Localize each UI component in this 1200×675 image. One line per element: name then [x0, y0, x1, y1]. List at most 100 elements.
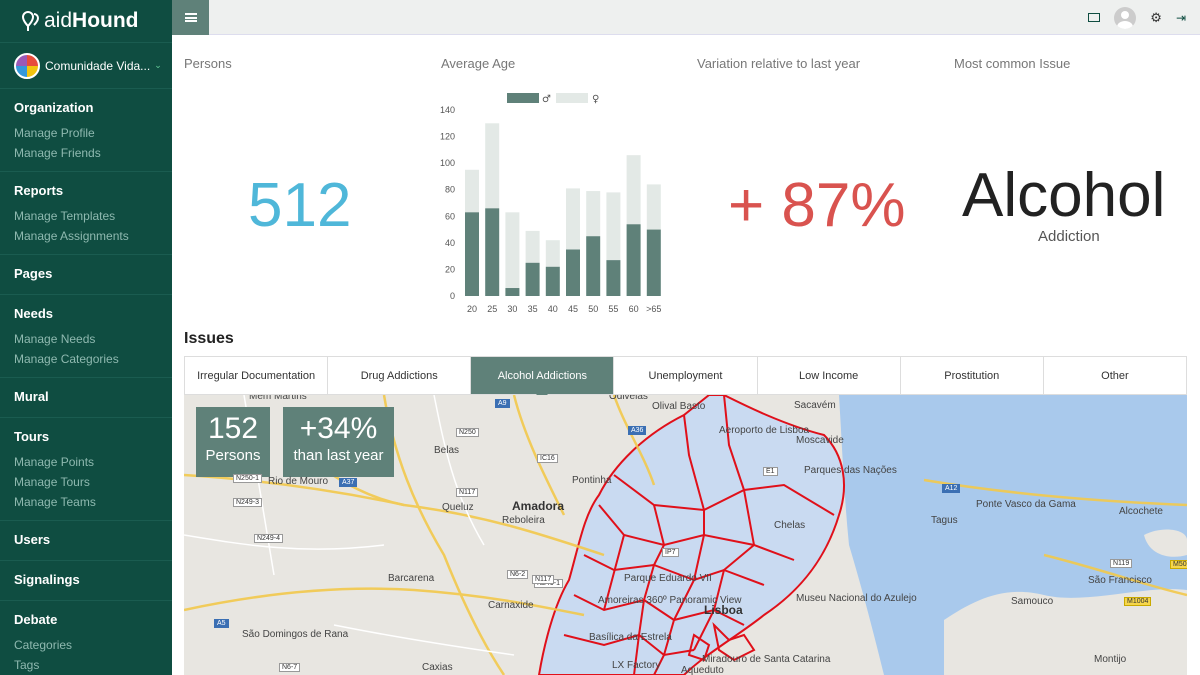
top-bar: ⚙ ⇥	[172, 0, 1200, 35]
average-age-chart: 0 20 40 60 80 100 120 140 20 25 30 35 40 45 50 55 60 >65 ♂…	[440, 93, 661, 314]
nav-title-needs[interactable]: Needs	[14, 306, 54, 321]
map-label: Ponte Vasco da Gama	[976, 499, 1076, 510]
road-badge: N249-4	[254, 534, 283, 543]
map-label: Montijo	[1094, 654, 1127, 665]
tab-prostitution[interactable]: Prostitution	[901, 357, 1044, 394]
map-label: Odivelas	[609, 395, 648, 402]
map-label: Chelas	[774, 520, 806, 531]
tab-irregular-documentation[interactable]: Irregular Documentation	[185, 357, 329, 394]
user-avatar-icon[interactable]	[1114, 6, 1137, 29]
y-tick-label: 40	[445, 238, 455, 248]
nav-item-manage-points[interactable]: Manage Points	[14, 455, 95, 469]
map-label: Aqueduto	[681, 665, 724, 675]
bar-male	[485, 208, 500, 296]
nav-section-organization: Organization Manage Profile Manage Friends	[0, 89, 172, 172]
x-tick-label: 20	[467, 304, 477, 314]
road-badge: E1	[763, 467, 778, 476]
road-badge: IP7	[662, 548, 679, 557]
top-bar-icons: ⚙ ⇥	[1088, 0, 1186, 35]
bar-female	[566, 188, 580, 250]
map-label: Pontinha	[572, 475, 612, 486]
most-common-issue-value: Alcohol	[962, 161, 1166, 230]
nav-title-organization[interactable]: Organization	[14, 100, 94, 115]
x-tick-label: 50	[588, 304, 598, 314]
road-badge: A37	[339, 478, 358, 487]
nav-title-mural[interactable]: Mural	[14, 389, 49, 404]
issues-map[interactable]: 152 Persons +34% than last year Mem Mart…	[184, 395, 1187, 675]
x-tick-label: 35	[528, 304, 538, 314]
community-selector[interactable]: Comunidade Vida... ⌄	[0, 42, 172, 89]
nav-section-needs: Needs Manage Needs Manage Categories	[0, 295, 172, 378]
bar-female	[505, 212, 520, 289]
bar-male	[545, 266, 560, 296]
nav-item-tags[interactable]: Tags	[14, 658, 40, 672]
nav-item-manage-needs[interactable]: Manage Needs	[14, 332, 96, 346]
nav-item-manage-assignments[interactable]: Manage Assignments	[14, 229, 129, 243]
nav-item-manage-templates[interactable]: Manage Templates	[14, 209, 116, 223]
average-age-label: Average Age	[441, 56, 516, 71]
map-label: Caxias	[422, 662, 453, 673]
bar-female	[525, 230, 540, 263]
tab-alcohol-addictions[interactable]: Alcohol Addictions	[471, 357, 615, 400]
issues-title: Issues	[184, 330, 234, 347]
nav-section-debate: Debate Categories Tags	[0, 601, 172, 675]
tab-other[interactable]: Other	[1101, 369, 1129, 382]
road-badge: N6-2	[507, 570, 529, 579]
y-tick-label: 100	[440, 158, 455, 168]
legend-label-male: ♂	[542, 94, 551, 105]
logo-text-light: aid	[44, 9, 73, 32]
map-label: Parques das Nações	[804, 465, 897, 476]
map-label: Tagus	[931, 515, 958, 526]
map-label: Moscavide	[796, 435, 844, 446]
nav-item-manage-categories[interactable]: Manage Categories	[14, 352, 119, 366]
gear-icon[interactable]: ⚙	[1150, 9, 1162, 25]
tab-drug-addictions[interactable]: Drug Addictions	[328, 357, 472, 394]
persons-count: 512	[248, 171, 352, 240]
most-common-issue-subtitle: Addiction	[1038, 228, 1100, 245]
community-avatar	[14, 52, 40, 79]
y-tick-label: 60	[445, 211, 455, 221]
nav-title-debate[interactable]: Debate	[14, 612, 58, 627]
road-badge: N250-1	[233, 474, 262, 483]
road-badge: M502	[1170, 560, 1187, 569]
map-label: Mem Martins	[249, 395, 307, 402]
nav-title-reports[interactable]: Reports	[14, 183, 64, 198]
map-label: Samouco	[1011, 596, 1054, 607]
app-logo[interactable]: aid Hound	[0, 0, 172, 42]
persons-label: Persons	[184, 56, 232, 71]
nav-item-manage-friends[interactable]: Manage Friends	[14, 146, 101, 160]
nav-item-categories[interactable]: Categories	[14, 638, 73, 652]
y-tick-label: 120	[440, 132, 455, 142]
nav-title-users[interactable]: Users	[14, 532, 51, 547]
road-badge: A36	[628, 426, 647, 435]
bar-female	[586, 191, 601, 237]
mail-icon[interactable]	[1088, 13, 1101, 22]
issues-tabs: Irregular Documentation Drug Addictions Al…	[184, 356, 1187, 400]
nav-item-manage-teams[interactable]: Manage Teams	[14, 495, 96, 509]
change-overlay: +34% than last year	[283, 407, 394, 477]
bar-male	[646, 229, 661, 296]
nav-title-tours[interactable]: Tours	[14, 429, 50, 444]
map-label: Amadora	[512, 499, 565, 513]
menu-toggle-button[interactable]	[172, 0, 209, 35]
bar-male	[505, 288, 520, 296]
tab-low-income[interactable]: Low Income	[758, 357, 901, 394]
tab-unemployment[interactable]: Unemployment	[614, 357, 758, 394]
legend-label-female: ♀	[592, 94, 599, 105]
x-tick-label: 40	[548, 304, 558, 314]
logout-icon[interactable]: ⇥	[1175, 10, 1186, 25]
bar-male	[465, 212, 479, 296]
nav-item-manage-tours[interactable]: Manage Tours	[14, 475, 90, 489]
map-persons-label: Persons	[205, 447, 261, 464]
bar-female	[545, 240, 560, 267]
map-label: Rio de Mouro	[268, 476, 329, 487]
map-label: Barcarena	[388, 573, 435, 584]
nav-item-manage-profile[interactable]: Manage Profile	[14, 126, 95, 140]
map-label: Basílica da Estrela	[589, 632, 672, 643]
nav-title-signalings[interactable]: Signalings	[14, 572, 80, 587]
map-label: Alcochete	[1119, 506, 1163, 517]
nav-section-users: Users	[0, 521, 172, 561]
nav-title-pages[interactable]: Pages	[14, 266, 53, 281]
map-change-value: +34%	[299, 412, 378, 445]
sidebar-nav: Organization Manage Profile Manage Friends…	[0, 89, 172, 675]
